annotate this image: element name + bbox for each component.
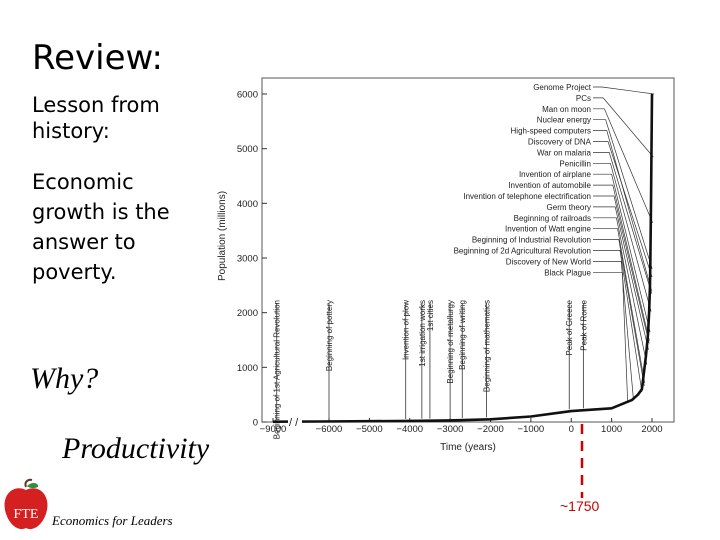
x-tick-label: 1000: [601, 424, 622, 435]
x-tick-label: −6000: [316, 424, 343, 435]
x-tick-label: −9000: [260, 424, 287, 435]
right-annotation-leader: [593, 206, 649, 350]
y-tick-label: 0: [253, 418, 258, 429]
year-1750-marker-line: [580, 424, 584, 498]
axis-break-mark: / /: [289, 417, 299, 429]
right-annotation-label: Man on moon: [542, 105, 591, 114]
y-tick-label: 5000: [237, 144, 258, 155]
y-tick-label: 2000: [237, 308, 258, 319]
lesson-text: Lesson from history:: [32, 93, 160, 143]
right-annotation-label: Genome Project: [533, 83, 592, 92]
vertical-annotation-label: Beginning of mathematics: [482, 300, 491, 392]
y-tick-label: 6000: [237, 90, 258, 101]
vertical-annotation-label: Peak of Greece: [565, 299, 574, 355]
right-annotation-leader: [593, 141, 653, 278]
right-annotation-leader: [593, 217, 648, 365]
right-annotation-label: Invention of telephone electrification: [463, 192, 591, 201]
right-annotation-label: War on malaria: [537, 148, 591, 157]
vertical-annotation-label: Beginning of pottery: [325, 300, 334, 371]
right-annotation-leader: [593, 97, 654, 158]
right-annotation-leader: [593, 239, 645, 386]
right-annotation-label: Beginning of 2d Agricultural Revolution: [454, 247, 591, 256]
right-annotation-label: Germ theory: [547, 203, 591, 212]
right-annotation-leader: [593, 261, 634, 401]
right-annotation-label: Invention of automobile: [508, 181, 591, 190]
footer-text: Economics for Leaders: [52, 513, 173, 528]
population-series-line: [272, 93, 654, 423]
y-axis-label: Population (millions): [217, 191, 228, 281]
right-annotation-label: Invention of Watt engine: [505, 225, 592, 234]
right-annotation-leader: [593, 162, 652, 312]
x-tick-label: −5000: [356, 424, 383, 435]
right-annotation-label: Beginning of railroads: [514, 214, 591, 223]
apple-logo-icon: FTE: [4, 478, 48, 530]
x-tick-label: −2000: [477, 424, 504, 435]
right-annotation-label: Black Plague: [544, 268, 591, 277]
right-annotation-leader: [593, 86, 655, 95]
productivity-text: Productivity: [62, 432, 210, 465]
x-tick-label: 0: [569, 424, 574, 435]
right-annotation-label: PCs: [576, 94, 591, 103]
right-annotation-label: Invention of airplane: [519, 170, 592, 179]
right-annotation-leader: [593, 228, 646, 384]
right-annotation-label: Discovery of New World: [506, 257, 591, 266]
vertical-annotation-label: Beginning of 1st Agricultural Revolution: [273, 300, 282, 439]
x-axis-label: Time (years): [440, 442, 496, 453]
right-annotation-leader: [593, 173, 651, 333]
right-annotation-leader: [593, 108, 654, 224]
year-1750-marker-label: ~1750: [560, 498, 600, 514]
vertical-annotation-label: Beginning of writing: [458, 300, 467, 370]
x-tick-label: −4000: [396, 424, 423, 435]
right-annotation-label: Beginning of Industrial Revolution: [472, 236, 591, 245]
right-annotation-leader: [593, 271, 629, 403]
x-tick-label: −1000: [518, 424, 545, 435]
right-annotation-leader: [593, 130, 653, 292]
vertical-annotation-label: 1st irrigation works: [418, 300, 427, 367]
y-tick-label: 3000: [237, 254, 258, 265]
vertical-annotation-label: Peak of Rome: [579, 299, 588, 350]
y-tick-label: 4000: [237, 199, 258, 210]
vertical-annotation-label: Invention of plow: [402, 300, 411, 360]
right-annotation-label: Penicillin: [559, 159, 591, 168]
right-annotation-leader: [593, 184, 650, 341]
right-annotation-leader: [593, 250, 643, 392]
right-annotation-leader: [593, 152, 653, 294]
vertical-annotation-label: 1st cities: [426, 300, 435, 331]
right-annotation-leader: [593, 119, 653, 270]
y-tick-label: 1000: [237, 363, 258, 374]
slide-title: Review:: [32, 38, 163, 78]
right-annotation-label: High-speed computers: [511, 127, 591, 136]
logo-text: FTE: [14, 507, 39, 522]
chart-plot-frame: [261, 77, 675, 423]
economic-growth-text: Economic growth is the answer to poverty…: [32, 170, 170, 284]
x-tick-label: 2000: [641, 424, 662, 435]
x-tick-label: −3000: [437, 424, 464, 435]
right-annotation-label: Nuclear energy: [537, 116, 591, 125]
right-annotation-leader: [593, 195, 650, 344]
vertical-annotation-label: Beginning of metallurgy: [446, 300, 455, 384]
axis-break-mask: [288, 414, 302, 428]
population-chart: 0 1000 2000 3000 4000 5000 6000 −9000 −6000 −500…: [217, 77, 675, 453]
right-annotation-label: Discovery of DNA: [528, 138, 592, 147]
why-text: Why?: [30, 362, 99, 395]
